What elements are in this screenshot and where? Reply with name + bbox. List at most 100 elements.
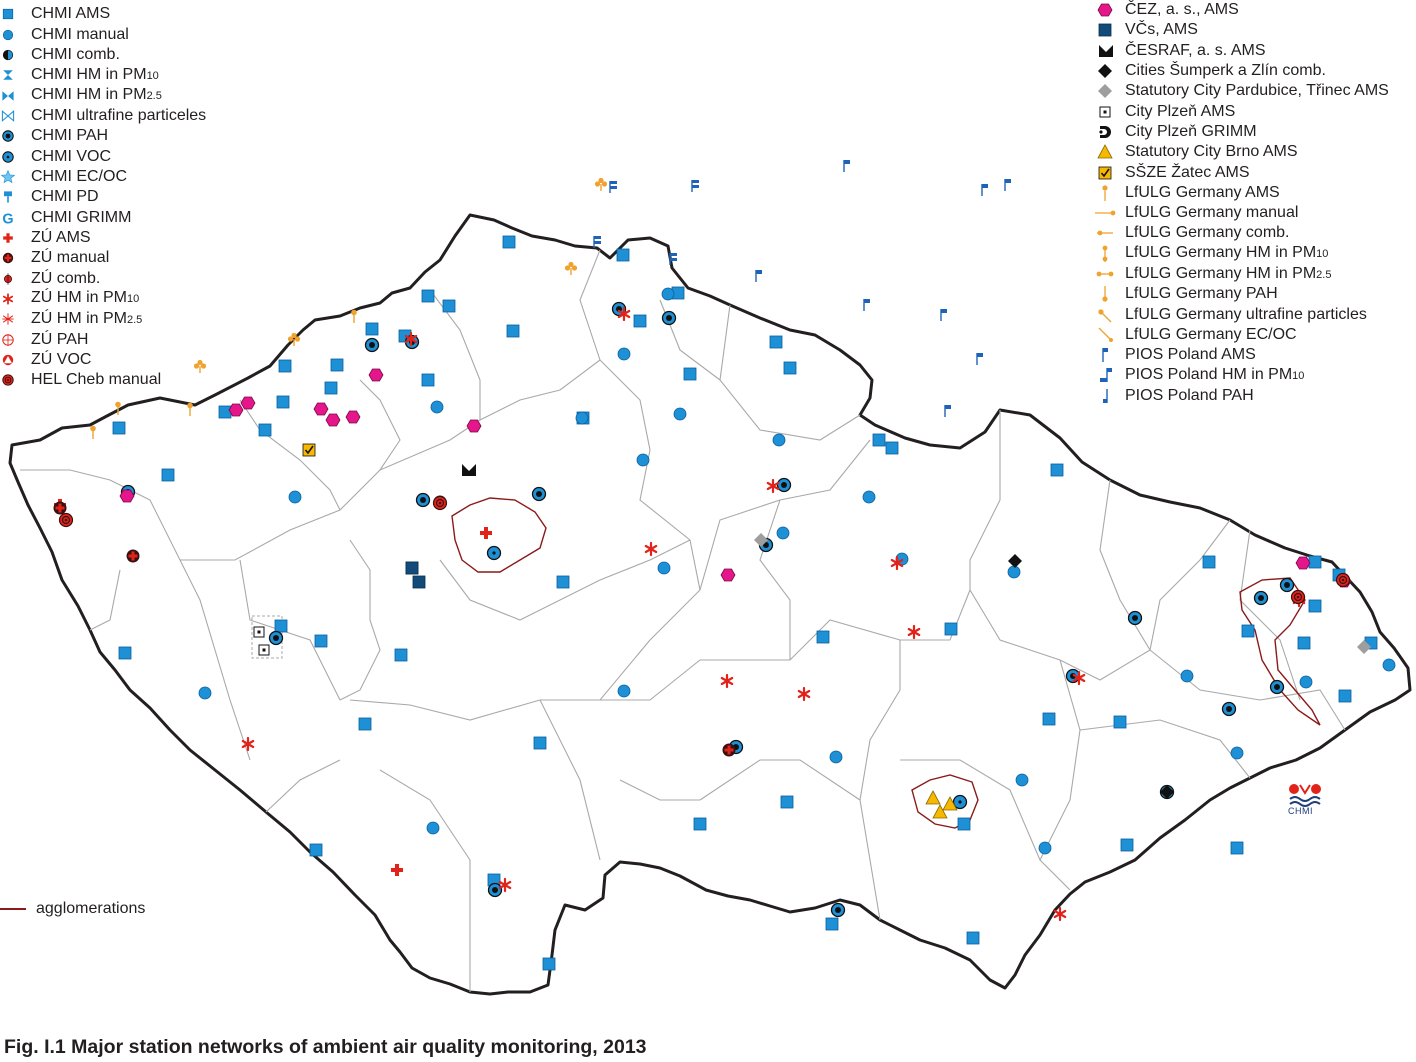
- asterisk-red-icon: [2, 293, 14, 305]
- circ-blue-station-icon: [288, 490, 302, 504]
- circ-blue-station-icon: [1230, 746, 1244, 760]
- left-legend-item: ZÚ comb.: [0, 268, 206, 288]
- brno-agglomeration: [911, 774, 979, 829]
- circ-hatch-icon: [2, 333, 14, 346]
- flag-orange-station-icon: [89, 425, 97, 440]
- sq-blue-station-icon: [825, 917, 839, 931]
- right-legend-item: City Plzeň AMS: [1094, 101, 1389, 121]
- left-legend-item: CHMI PD: [0, 187, 206, 207]
- legend-label: CHMI AMS: [31, 5, 111, 23]
- sq-blue-station-icon: [1120, 838, 1134, 852]
- right-legend-item: Statutory City Brno AMS: [1094, 142, 1389, 162]
- ring-dot-icon: [2, 150, 14, 163]
- circ-blue-station-icon: [772, 433, 786, 447]
- left-legend-item: CHMI PAH: [0, 126, 206, 146]
- legend-label: PIOS Poland PAH: [1125, 386, 1254, 404]
- flag-o6-icon: [1102, 286, 1108, 302]
- legend-label: ZÚ manual: [31, 249, 110, 267]
- asterisk-red-station-icon: [720, 673, 734, 689]
- ring-dark-station-icon: [364, 337, 380, 353]
- sq-blue-station-icon: [506, 324, 520, 338]
- m-black-icon: [1099, 44, 1113, 57]
- left-legend-item: CHMI HM in PM10: [0, 65, 206, 85]
- sq-blue-station-icon: [1042, 712, 1056, 726]
- flag-blue-station-icon: [944, 404, 952, 418]
- ring-dark-station-icon: [531, 486, 547, 502]
- sq-blue-station-icon: [693, 817, 707, 831]
- sq-blue-station-icon: [542, 957, 556, 971]
- ring-dark-station-icon: [1221, 701, 1237, 717]
- right-legend-item: LfULG Germany comb.: [1094, 223, 1389, 243]
- right-legend-item: LfULG Germany ultrafine particles: [1094, 304, 1389, 324]
- flag-blue-station-icon: [863, 298, 871, 312]
- hex-pink-station-icon: [368, 368, 384, 382]
- sq-dot-station-icon: [258, 644, 270, 656]
- left-legend-item: CHMI EC/OC: [0, 167, 206, 187]
- sq-blue-station-icon: [394, 648, 408, 662]
- hex-pink-station-icon: [345, 410, 361, 424]
- flag-blue-station-icon: [1004, 178, 1012, 192]
- legend-label: CHMI GRIMM: [31, 208, 132, 226]
- legend-label: Statutory City Pardubice, Třinec AMS: [1125, 82, 1389, 100]
- legend-label: CHMI ultrafine particeles: [31, 106, 207, 124]
- legend-label: ZÚ HM in PM10: [31, 289, 140, 307]
- hex-pink-station-icon: [325, 413, 341, 427]
- ring-dark-station-icon: [487, 882, 503, 898]
- circ-blue-station-icon: [673, 407, 687, 421]
- circ-blue-station-icon: [1007, 565, 1021, 579]
- circ-blue-station-icon: [1180, 669, 1194, 683]
- circ-blue-station-icon: [617, 347, 631, 361]
- legend-label: CHMI comb.: [31, 45, 120, 63]
- agglomeration-boundaries: [451, 497, 1321, 829]
- sq-blue-station-icon: [118, 646, 132, 660]
- ring-dark-station-icon: [1279, 577, 1295, 593]
- right-legend-item: LfULG Germany HM in PM10: [1094, 244, 1389, 264]
- ostrava-agglomeration: [1239, 577, 1321, 726]
- left-legend-item: ZÚ manual: [0, 248, 206, 268]
- sq-blue-station-icon: [309, 843, 323, 857]
- circ-blue-station-icon: [1015, 773, 1029, 787]
- svg-text:G: G: [2, 211, 13, 227]
- right-legend-item: City Plzeň GRIMM: [1094, 122, 1389, 142]
- sq-blue-station-icon: [556, 575, 570, 589]
- legend-label: PIOS Poland HM in PM10: [1125, 366, 1305, 383]
- target-red-station-icon: [432, 495, 448, 511]
- tri-red-icon: [2, 354, 14, 366]
- asterisk-red-station-icon: [797, 686, 811, 702]
- ring-dark-station-icon: [776, 477, 792, 493]
- left-legend-item: ZÚ HM in PM2.5: [0, 309, 206, 329]
- check-yellow-station-icon: [302, 443, 316, 457]
- legend-label: ZÚ VOC: [31, 351, 92, 369]
- chmi-logo-text: CHMI: [1288, 806, 1313, 816]
- sq-blue-station-icon: [274, 619, 288, 633]
- ring-dark-station-icon: [1253, 590, 1269, 606]
- sq-dot-station-icon: [253, 626, 265, 638]
- left-legend-item: CHMI AMS: [0, 4, 206, 24]
- sq-blue-station-icon: [1230, 841, 1244, 855]
- sq-blue-station-icon: [966, 931, 980, 945]
- diamond-black-station-icon: [1008, 554, 1022, 568]
- flag-blue2-station-icon: [691, 179, 700, 193]
- sq-blue-station-icon: [502, 235, 516, 249]
- target-red-station-icon: [1290, 589, 1306, 605]
- legend-label: LfULG Germany manual: [1125, 204, 1299, 222]
- legend-label: ZÚ AMS: [31, 228, 91, 246]
- flag-b1-icon: [1102, 348, 1108, 363]
- ring-dot-station-icon: [486, 545, 502, 561]
- circ-cross-station-icon: [722, 743, 736, 757]
- bowtie-open-icon: [1, 109, 15, 122]
- sq-blue-station-icon: [1202, 555, 1216, 569]
- right-legend-item: ČEZ, a. s., AMS: [1094, 0, 1389, 20]
- legend-label: CHMI manual: [31, 25, 129, 43]
- circ-blue-icon: [2, 29, 14, 40]
- right-legend-item: LfULG Germany EC/OC: [1094, 325, 1389, 345]
- hourglass-icon: [3, 70, 13, 81]
- sq-navy-station-icon: [412, 575, 426, 589]
- right-legend-item: PIOS Poland PAH: [1094, 386, 1389, 406]
- sq-blue-station-icon: [161, 468, 175, 482]
- flag-o8-icon: [1098, 327, 1113, 342]
- flag-blue-station-icon: [981, 183, 989, 197]
- right-legend-item: LfULG Germany manual: [1094, 203, 1389, 223]
- legend-label: ČESRAF, a. s. AMS: [1125, 41, 1266, 59]
- asterisk-red-station-icon: [766, 478, 780, 494]
